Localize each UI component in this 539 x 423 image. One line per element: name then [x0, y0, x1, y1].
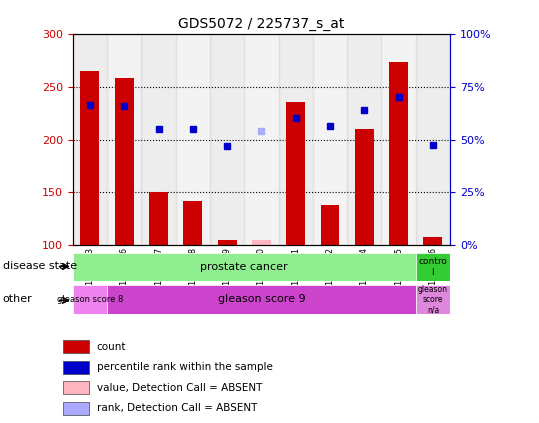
Bar: [286, 102, 305, 245]
Bar: [416, 34, 450, 245]
Bar: [183, 201, 202, 245]
Bar: [64, 340, 89, 353]
Text: percentile rank within the sample: percentile rank within the sample: [96, 362, 272, 372]
Text: disease state: disease state: [3, 261, 77, 272]
Bar: [382, 34, 416, 245]
Bar: [64, 381, 89, 394]
Text: other: other: [3, 294, 32, 305]
Bar: [141, 34, 176, 245]
Text: contro
l: contro l: [418, 257, 447, 277]
Bar: [416, 253, 450, 281]
Text: count: count: [96, 342, 126, 352]
Bar: [73, 285, 107, 314]
Text: rank, Detection Call = ABSENT: rank, Detection Call = ABSENT: [96, 403, 257, 413]
Bar: [244, 34, 279, 245]
Bar: [107, 285, 416, 314]
Bar: [107, 34, 141, 245]
Bar: [389, 62, 408, 245]
Bar: [176, 34, 210, 245]
Bar: [210, 34, 244, 245]
Bar: [416, 285, 450, 314]
Bar: [149, 192, 168, 245]
Bar: [313, 34, 347, 245]
Title: GDS5072 / 225737_s_at: GDS5072 / 225737_s_at: [178, 17, 344, 31]
Bar: [424, 237, 443, 245]
Bar: [252, 240, 271, 245]
Bar: [355, 129, 374, 245]
Text: prostate cancer: prostate cancer: [201, 262, 288, 272]
Text: gleason score 9: gleason score 9: [218, 294, 305, 305]
Bar: [80, 71, 99, 245]
Text: gleason score 8: gleason score 8: [57, 295, 123, 304]
Bar: [64, 361, 89, 374]
Bar: [115, 78, 134, 245]
Text: gleason
score
n/a: gleason score n/a: [418, 285, 448, 314]
Bar: [279, 34, 313, 245]
Text: value, Detection Call = ABSENT: value, Detection Call = ABSENT: [96, 383, 262, 393]
Bar: [64, 401, 89, 415]
Bar: [73, 34, 107, 245]
Bar: [218, 240, 237, 245]
Bar: [321, 205, 340, 245]
Bar: [347, 34, 382, 245]
